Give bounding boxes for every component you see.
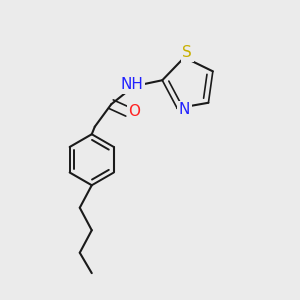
Text: N: N	[179, 102, 190, 117]
Text: O: O	[128, 104, 140, 119]
Text: S: S	[182, 45, 192, 60]
Text: NH: NH	[121, 77, 144, 92]
